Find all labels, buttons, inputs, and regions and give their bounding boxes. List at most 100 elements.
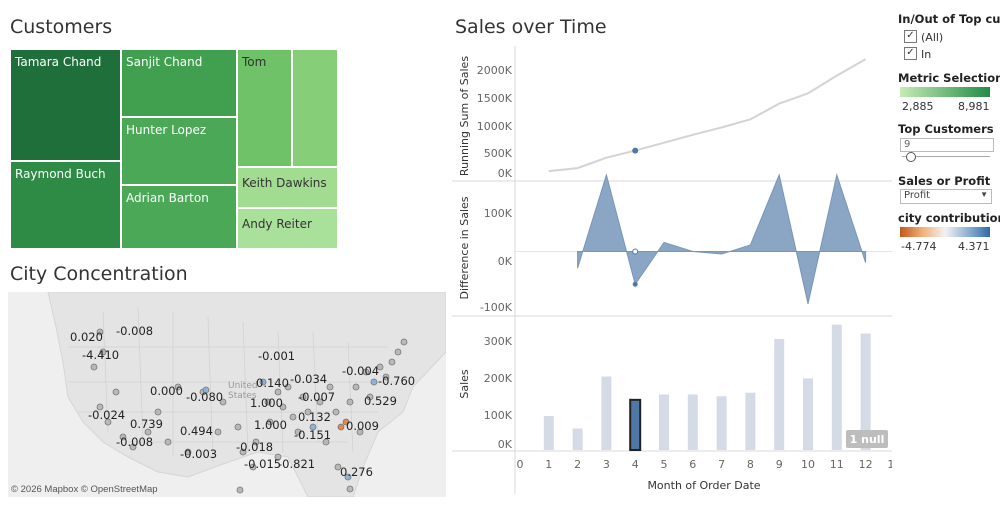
- top-customers-slider-track[interactable]: [902, 156, 990, 157]
- sales-bar-ticks: 300K 200K 100K 0K: [484, 335, 513, 451]
- difference-area[interactable]: [577, 173, 867, 305]
- customers-treemap: Tamara Chand Raymond Buch Sanjit Chand H…: [10, 49, 338, 249]
- sales-bar-month-1[interactable]: [543, 415, 554, 450]
- bar-tick: 0K: [498, 438, 513, 451]
- treemap-cell-unlabeled[interactable]: [292, 49, 338, 167]
- map-credit[interactable]: © 2026 Mapbox © OpenStreetMap: [11, 484, 158, 495]
- map-label: -0.151: [294, 428, 332, 442]
- diff-tick: 0K: [498, 255, 513, 268]
- top-customers-title: Top Customers: [898, 122, 994, 136]
- treemap-cell-hunter-lopez[interactable]: Hunter Lopez: [121, 117, 237, 185]
- treemap-cell-sanjit-chand[interactable]: Sanjit Chand: [121, 49, 237, 117]
- checkbox-all[interactable]: ✓: [904, 30, 917, 43]
- filter-title: In/Out of Top cu..: [898, 12, 1000, 26]
- running-tick: 2000K: [477, 64, 513, 77]
- running-sum-line-group: [548, 58, 867, 173]
- diff-tick: 100K: [484, 207, 513, 220]
- difference-point-selected[interactable]: [632, 281, 638, 287]
- sales-bar-month-3[interactable]: [601, 376, 612, 450]
- city-map[interactable]: United States -0.008 0.020 -4.410 -0.001…: [8, 292, 446, 497]
- metric-min: 2,885: [902, 100, 934, 113]
- month-ticks: 012345678910111213: [517, 458, 893, 471]
- city-title: City Concentration: [10, 263, 188, 285]
- month-tick: 6: [689, 458, 696, 471]
- sales-bar-month-12[interactable]: [860, 333, 871, 450]
- running-tick: 1500K: [477, 92, 513, 105]
- month-tick: 4: [632, 458, 639, 471]
- treemap-cell-adrian-barton[interactable]: Adrian Barton: [121, 185, 237, 249]
- sales-bar-month-8[interactable]: [745, 392, 756, 450]
- map-label: 0.132: [298, 410, 331, 424]
- null-badge[interactable]: 1 null: [850, 433, 885, 446]
- sales-panel-borders: [452, 46, 892, 494]
- metric-title: Metric Selection: [898, 71, 1000, 85]
- month-tick: 12: [859, 458, 873, 471]
- map-label: 0.529: [364, 394, 397, 408]
- map-label: 1.000: [250, 396, 283, 410]
- city-contribution-max: 4.371: [958, 240, 990, 253]
- map-label: -0.004: [342, 364, 380, 378]
- running-sum-line[interactable]: [548, 58, 867, 173]
- city-contribution-min: -4.774: [901, 240, 937, 253]
- metric-max: 8,981: [958, 100, 990, 113]
- map-label: 0.739: [130, 417, 163, 431]
- month-tick: 11: [830, 458, 844, 471]
- sales-bar-month-11[interactable]: [831, 324, 842, 450]
- running-sum-ylabel: Running Sum of Sales: [458, 56, 471, 176]
- sales-bar-month-10[interactable]: [803, 378, 813, 450]
- diff-tick: -100K: [480, 301, 513, 314]
- treemap-cell-raymond-buch[interactable]: Raymond Buch: [10, 161, 121, 249]
- map-label: -0.007: [298, 390, 336, 404]
- map-label: 0.140: [256, 376, 289, 390]
- sales-or-profit-title: Sales or Profit: [898, 174, 991, 188]
- map-label: -0.024: [88, 408, 126, 422]
- sales-bar-month-2[interactable]: [572, 428, 583, 451]
- sales-bar-month-9[interactable]: [774, 338, 785, 450]
- chevron-down-icon: ▼: [980, 190, 988, 199]
- treemap-cell-tamara-chand[interactable]: Tamara Chand: [10, 49, 121, 161]
- treemap-cell-keith-dawkins[interactable]: Keith Dawkins: [237, 167, 338, 208]
- map-label: 0.000: [150, 384, 183, 398]
- map-label: -0.821: [278, 457, 316, 471]
- city-contribution-title: city contribution: [898, 211, 1000, 225]
- land-outline: [47, 292, 446, 497]
- running-sum-point-selected[interactable]: [632, 147, 639, 154]
- sales-bar-month-6[interactable]: [687, 394, 698, 450]
- sales-bar-month-7[interactable]: [716, 396, 727, 450]
- map-label: -4.410: [82, 348, 120, 362]
- map-label: 0.009: [346, 419, 379, 433]
- bar-tick: 100K: [484, 409, 513, 422]
- difference-point-zero: [632, 248, 639, 255]
- running-tick: 0K: [498, 167, 513, 180]
- map-label: -0.760: [378, 374, 416, 388]
- difference-ticks: 100K 0K -100K: [480, 207, 513, 314]
- checkbox-in[interactable]: ✓: [904, 47, 917, 60]
- month-tick: 0: [517, 458, 524, 471]
- running-tick: 1000K: [477, 120, 513, 133]
- sales-over-time-chart[interactable]: Running Sum of Sales Difference in Sales…: [452, 46, 892, 506]
- city-dots: [90, 328, 408, 494]
- sales-bar-month-5[interactable]: [659, 394, 669, 450]
- month-tick: 3: [603, 458, 610, 471]
- map-label: -0.015: [244, 457, 282, 471]
- month-tick: 8: [747, 458, 754, 471]
- map-label: -0.080: [186, 390, 224, 404]
- running-sum-ticks: 2000K 1500K 1000K 500K 0K: [477, 64, 513, 180]
- sales-title: Sales over Time: [455, 16, 607, 38]
- bar-tick: 200K: [484, 372, 513, 385]
- city-contribution-legend-bar: [900, 227, 990, 237]
- map-background: [47, 292, 446, 497]
- treemap-cell-tom[interactable]: Tom: [237, 49, 292, 167]
- map-label: -0.008: [116, 324, 154, 338]
- treemap-cell-andy-reiter[interactable]: Andy Reiter: [237, 208, 338, 249]
- top-customers-input[interactable]: 9: [900, 138, 994, 152]
- difference-area-group: [515, 173, 892, 305]
- sales-or-profit-select[interactable]: Profit ▼: [900, 189, 992, 204]
- map-country-label: United States: [228, 381, 258, 401]
- top-customers-slider-handle[interactable]: [906, 152, 916, 162]
- sales-bar-month-4[interactable]: [629, 398, 642, 452]
- customers-title: Customers: [10, 16, 113, 38]
- null-badge-bg: [846, 430, 888, 448]
- month-tick: 10: [801, 458, 815, 471]
- filter-in-label: In: [921, 48, 932, 61]
